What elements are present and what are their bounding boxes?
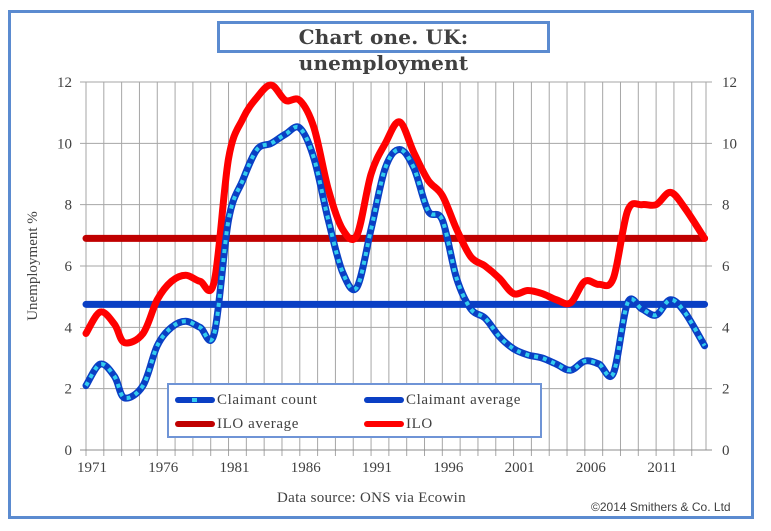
legend-item-ilo-average: ILO average <box>175 414 299 434</box>
legend-swatch-ilo-average <box>175 421 215 427</box>
series-markers-claimant-count <box>84 124 707 401</box>
legend-item-claimant-average: Claimant average <box>364 390 521 410</box>
y-tick-label-right: 10 <box>722 136 737 152</box>
y-tick-label-right: 2 <box>722 382 730 398</box>
legend: Claimant count Claimant average ILO aver… <box>167 383 542 438</box>
legend-label: ILO average <box>217 415 299 432</box>
y-tick-label-left: 2 <box>65 382 73 398</box>
legend-swatch-claimant-count <box>175 397 215 403</box>
x-axis: 1971 1976 1981 1986 1991 1996 2001 2006 2011 <box>77 460 677 476</box>
chart-frame <box>8 10 754 519</box>
y-tick-label-right: 6 <box>722 259 730 275</box>
y-tick-label-right: 12 <box>722 75 737 91</box>
x-tick-label: 1981 <box>220 460 250 476</box>
series-claimant-count <box>82 123 709 402</box>
legend-label: ILO <box>406 415 433 432</box>
y-axis-title: Unemployment % <box>25 211 41 321</box>
x-tick-label: 1991 <box>362 460 392 476</box>
y-tick-label-left: 8 <box>65 198 73 214</box>
y-tick-label-left: 10 <box>57 136 72 152</box>
y-axis-right: 0 2 4 6 8 10 12 <box>722 75 737 459</box>
chart-title: Chart one. UK: unemployment <box>217 21 550 75</box>
legend-item-ilo: ILO <box>364 414 433 434</box>
y-tick-label-left: 4 <box>65 320 73 336</box>
series-line-ilo <box>82 81 709 347</box>
series-line-claimant-count <box>82 123 709 402</box>
y-tick-label-left: 6 <box>65 259 73 275</box>
y-tick-label-right: 8 <box>722 198 730 214</box>
legend-label: Claimant count <box>217 391 318 408</box>
series-ilo <box>82 81 709 347</box>
series-layer <box>82 81 709 402</box>
y-tick-label-right: 0 <box>722 443 730 459</box>
copyright-note: ©2014 Smithers & Co. Ltd <box>591 500 731 514</box>
legend-swatch-ilo <box>364 421 404 427</box>
y-tick-label-left: 12 <box>57 75 72 91</box>
x-tick-label: 1971 <box>77 460 107 476</box>
x-tick-label: 1996 <box>433 460 464 476</box>
legend-swatch-claimant-average <box>364 397 404 403</box>
x-tick-label: 1976 <box>148 460 179 476</box>
x-tick-label: 2011 <box>647 460 676 476</box>
y-tick-label-left: 0 <box>65 443 73 459</box>
x-tick-label: 2001 <box>505 460 535 476</box>
x-tick-label: 2006 <box>576 460 607 476</box>
data-source-note: Data source: ONS via Ecowin <box>277 490 466 506</box>
y-tick-label-right: 4 <box>722 320 730 336</box>
x-tick-label: 1986 <box>291 460 322 476</box>
y-axis-left: 0 2 4 6 8 10 12 <box>57 75 73 459</box>
legend-label: Claimant average <box>406 391 521 408</box>
legend-item-claimant-count: Claimant count <box>175 390 317 410</box>
